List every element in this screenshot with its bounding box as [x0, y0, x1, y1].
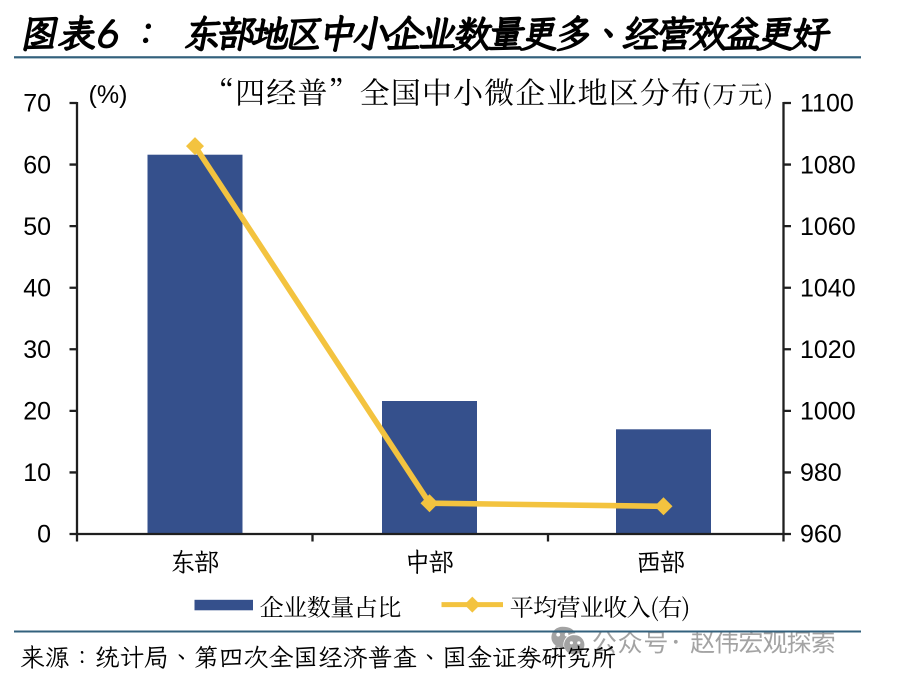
svg-text:960: 960 [800, 521, 842, 549]
svg-text:30: 30 [23, 336, 51, 364]
svg-text:50: 50 [23, 213, 51, 241]
svg-text:1000: 1000 [800, 398, 856, 426]
svg-text:980: 980 [800, 459, 842, 487]
svg-text:1080: 1080 [800, 151, 856, 179]
svg-text:1100: 1100 [800, 90, 854, 118]
svg-text:0: 0 [37, 521, 51, 549]
svg-text:1060: 1060 [800, 213, 856, 241]
svg-text:(%): (%) [89, 81, 128, 109]
svg-text:40: 40 [23, 274, 51, 302]
svg-text:1020: 1020 [800, 336, 856, 364]
svg-text:70: 70 [23, 90, 51, 118]
svg-text:1040: 1040 [800, 274, 856, 302]
svg-text:60: 60 [23, 151, 51, 179]
svg-text:20: 20 [23, 398, 51, 426]
svg-text:10: 10 [23, 459, 51, 487]
